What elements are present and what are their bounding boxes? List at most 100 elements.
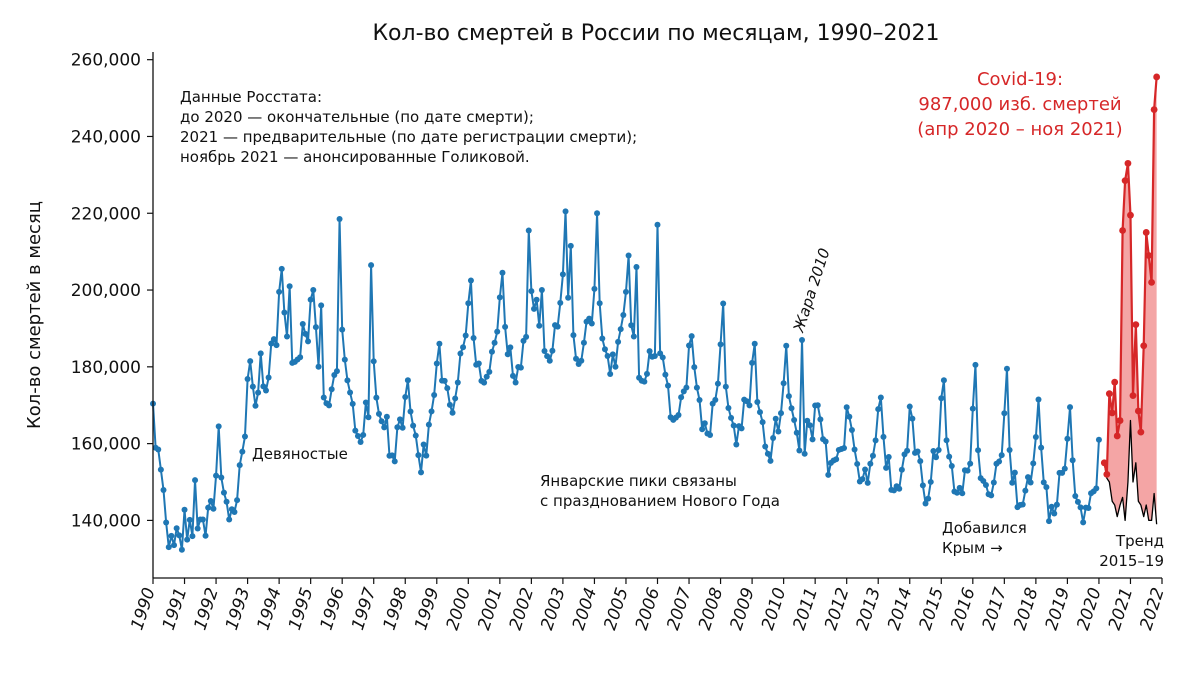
- deaths-monthly-point: [599, 335, 606, 342]
- deaths-monthly-point: [360, 431, 367, 438]
- deaths-monthly-point: [701, 420, 708, 427]
- x-tick-label: 2011: [790, 585, 822, 632]
- deaths-monthly-point: [612, 363, 619, 370]
- deaths-monthly-point: [554, 323, 561, 330]
- deaths-monthly-point: [1051, 510, 1058, 517]
- deaths-monthly-point: [460, 344, 467, 351]
- deaths-monthly-point: [381, 424, 388, 431]
- deaths-monthly-point: [281, 309, 288, 316]
- deaths-monthly-point: [625, 252, 632, 259]
- deaths-monthly-point: [1095, 436, 1102, 443]
- deaths-monthly-point: [396, 416, 403, 423]
- deaths-monthly-point: [394, 424, 401, 431]
- deaths-monthly-point: [165, 544, 172, 551]
- deaths-monthly-point: [507, 344, 514, 351]
- deaths-monthly-point: [843, 404, 850, 411]
- deaths-monthly-point: [231, 508, 238, 515]
- deaths-monthly-point: [299, 320, 306, 327]
- deaths-monthly-point: [759, 419, 766, 426]
- deaths-monthly-point: [389, 452, 396, 459]
- deaths-monthly-point: [383, 413, 390, 420]
- deaths-monthly-point: [252, 402, 259, 409]
- deaths-monthly-point: [975, 447, 982, 454]
- deaths-monthly-point: [517, 364, 524, 371]
- deaths-monthly-point: [594, 210, 601, 217]
- deaths-monthly-point: [591, 285, 598, 292]
- deaths-monthly-point: [362, 399, 369, 406]
- covid-period-point: [1113, 432, 1121, 440]
- deaths-monthly-point: [268, 340, 275, 347]
- deaths-monthly-point: [998, 452, 1005, 459]
- deaths-monthly-point: [1019, 501, 1026, 508]
- deaths-monthly-point: [425, 421, 432, 428]
- x-tick-label: 2014: [884, 585, 916, 632]
- deaths-monthly-point: [686, 342, 693, 349]
- deaths-monthly-point: [628, 322, 635, 329]
- deaths-monthly-point: [418, 469, 425, 476]
- deaths-monthly-point: [1030, 460, 1037, 467]
- deaths-monthly-point: [452, 395, 459, 402]
- deaths-monthly-point: [712, 396, 719, 403]
- january-annotation-line-1: Январские пики связаны: [540, 472, 737, 490]
- chart-title: Кол-во смертей в России по месяцам, 1990…: [372, 21, 939, 46]
- deaths-monthly-point: [604, 353, 611, 360]
- deaths-monthly-point: [399, 424, 406, 431]
- deaths-monthly-point: [333, 368, 340, 375]
- covid-period-point: [1140, 342, 1148, 350]
- deaths-monthly-point: [286, 283, 293, 290]
- deaths-monthly-point: [1085, 504, 1092, 511]
- deaths-monthly-point: [502, 323, 509, 330]
- deaths-monthly-point: [751, 340, 758, 347]
- deaths-monthly-point: [171, 542, 178, 549]
- deaths-monthly-point: [1067, 404, 1074, 411]
- x-tick-label: 2004: [569, 585, 601, 632]
- x-tick-label: 2000: [443, 585, 475, 632]
- x-tick-label: 2015: [916, 585, 948, 632]
- covid-period-point: [1134, 407, 1142, 415]
- deaths-monthly-point: [825, 471, 832, 478]
- x-tick-label: 2003: [537, 585, 569, 632]
- deaths-monthly-point: [557, 299, 564, 306]
- covid-period-point: [1111, 378, 1119, 386]
- deaths-monthly-point: [423, 452, 430, 459]
- deaths-monthly-point: [186, 516, 193, 523]
- x-tick-label: 1999: [411, 585, 443, 632]
- deaths-monthly-point: [202, 532, 209, 539]
- deaths-monthly-point: [633, 264, 640, 271]
- deaths-monthly-point: [728, 414, 735, 421]
- deaths-monthly-point: [780, 380, 787, 387]
- deaths-monthly-point: [163, 519, 170, 526]
- covid-period-point: [1145, 252, 1153, 259]
- deaths-monthly-point: [688, 333, 695, 340]
- deaths-monthly-point: [609, 351, 616, 358]
- deaths-monthly-point: [806, 422, 813, 429]
- deaths-monthly-point: [906, 403, 913, 410]
- deaths-monthly-point: [199, 516, 206, 523]
- deaths-monthly-point: [930, 448, 937, 455]
- deaths-monthly-point: [1053, 501, 1060, 508]
- deaths-monthly-point: [1032, 434, 1039, 441]
- deaths-monthly-point: [988, 492, 995, 499]
- deaths-monthly-point: [814, 402, 821, 409]
- deaths-monthly-point: [155, 446, 162, 453]
- deaths-monthly-point: [157, 466, 164, 473]
- deaths-monthly-point: [967, 460, 974, 467]
- deaths-monthly-point: [746, 402, 753, 409]
- deaths-monthly-point: [775, 428, 782, 435]
- deaths-monthly-point: [354, 433, 361, 440]
- x-tick-label: 1996: [317, 585, 349, 633]
- y-tick-label: 220,000: [71, 204, 141, 224]
- deaths-monthly-point: [184, 536, 191, 543]
- deaths-monthly-point: [528, 288, 535, 295]
- deaths-monthly-point: [318, 302, 325, 309]
- deaths-monthly-point: [402, 394, 409, 400]
- deaths-monthly-point: [867, 460, 874, 467]
- deaths-monthly-point: [192, 477, 199, 484]
- deaths-monthly-point: [531, 305, 537, 312]
- covid-period-point: [1105, 390, 1113, 398]
- deaths-monthly-point: [241, 433, 248, 440]
- y-axis-label: Кол-во смертей в месяц: [24, 201, 45, 429]
- deaths-monthly-point: [305, 338, 312, 345]
- deaths-monthly-point: [365, 414, 372, 421]
